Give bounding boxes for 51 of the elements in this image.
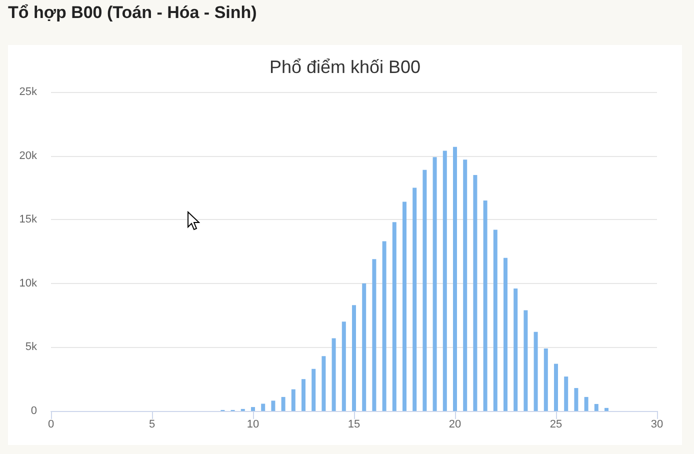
bar bbox=[392, 222, 396, 411]
bar bbox=[412, 188, 417, 411]
bar bbox=[382, 241, 386, 411]
bar bbox=[554, 364, 558, 411]
bar bbox=[463, 160, 468, 411]
bar bbox=[322, 356, 326, 411]
bar bbox=[442, 150, 447, 411]
bar bbox=[534, 332, 538, 411]
bar bbox=[281, 396, 286, 411]
bar bbox=[352, 305, 356, 411]
bar bbox=[302, 379, 306, 411]
bar bbox=[473, 174, 478, 411]
bar bbox=[312, 368, 316, 411]
y-tick-label: 25k bbox=[19, 86, 38, 98]
bar bbox=[524, 310, 528, 411]
bar bbox=[544, 348, 548, 411]
bar bbox=[483, 200, 488, 411]
bar bbox=[493, 230, 498, 411]
bar bbox=[514, 288, 518, 411]
x-tick-label: 0 bbox=[48, 418, 54, 430]
bar bbox=[422, 170, 427, 411]
bar bbox=[372, 259, 376, 411]
y-tick-label: 15k bbox=[19, 214, 38, 226]
x-tick-label: 30 bbox=[650, 418, 664, 430]
bar bbox=[271, 400, 276, 411]
bar bbox=[564, 376, 568, 411]
x-tick-label: 10 bbox=[246, 418, 260, 430]
x-tick-label: 5 bbox=[148, 418, 156, 430]
bar bbox=[291, 389, 296, 411]
bar bbox=[504, 258, 508, 411]
bar bbox=[402, 202, 406, 411]
bar bbox=[332, 338, 336, 411]
x-tick-label: 15 bbox=[348, 418, 360, 430]
bar bbox=[251, 407, 255, 411]
bar bbox=[362, 283, 366, 411]
chart-title: Tổ hợp B00 (Toán - Hóa - Sinh) bbox=[8, 3, 257, 23]
x-tick-label: 20 bbox=[448, 418, 462, 430]
x-tick-label: 25 bbox=[550, 418, 562, 430]
bar bbox=[432, 157, 437, 411]
bar bbox=[584, 396, 588, 411]
y-tick-label: 0 bbox=[30, 405, 37, 417]
bar bbox=[453, 146, 457, 411]
bar bbox=[574, 388, 578, 411]
chart-subtitle: Phổ điểm khối B00 bbox=[269, 57, 421, 77]
y-tick-label: 20k bbox=[19, 150, 38, 162]
bar bbox=[594, 404, 598, 411]
y-tick-label: 10k bbox=[19, 277, 38, 290]
bar bbox=[604, 408, 608, 411]
bar bbox=[261, 404, 266, 411]
bar bbox=[342, 322, 346, 411]
y-tick-label: 5k bbox=[25, 341, 38, 354]
